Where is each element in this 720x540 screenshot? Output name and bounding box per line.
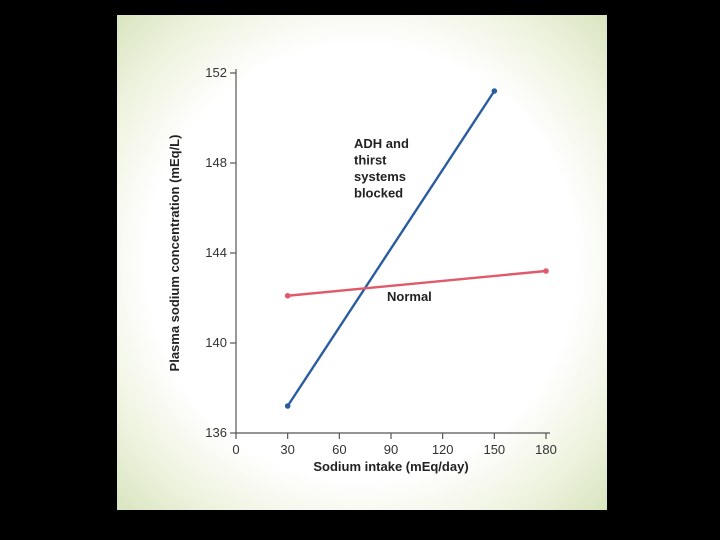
annotation-line: systems [354, 169, 406, 184]
series-line-0 [286, 90, 496, 407]
chart-frame: 136 140 144 148 152 0 30 60 90 120 150 180 Sodium in… [117, 15, 607, 510]
x-tick-label: 0 [232, 442, 239, 457]
x-tick-label: 180 [535, 442, 557, 457]
data-point-0-0 [284, 403, 291, 409]
series-line-1 [287, 269, 547, 297]
annotation-line: Normal [387, 289, 432, 304]
series-group [284, 88, 549, 409]
data-point-1-1 [543, 268, 549, 274]
y-axis-title: Plasma sodium concentration (mEq/L) [167, 135, 182, 372]
y-tick-label: 140 [205, 335, 227, 350]
y-tick-label: 148 [205, 155, 227, 170]
x-axis-title: Sodium intake (mEq/day) [313, 459, 468, 474]
x-tick-label: 90 [384, 442, 398, 457]
annotation-line: thirst [354, 153, 387, 168]
y-tick-label: 136 [205, 425, 227, 440]
x-tick-label: 150 [483, 442, 505, 457]
y-tick-label: 144 [205, 245, 227, 260]
x-tick-label: 60 [332, 442, 346, 457]
axes: 136 140 144 148 152 0 30 60 90 120 150 180 Sodium in… [167, 65, 557, 474]
data-point-0-1 [491, 88, 498, 94]
y-tick-label: 152 [205, 65, 227, 80]
x-tick-label: 120 [432, 442, 454, 457]
annotation-line: blocked [354, 186, 403, 201]
annotation-line: ADH and [354, 136, 409, 151]
data-point-1-0 [284, 292, 291, 299]
chart: 136 140 144 148 152 0 30 60 90 120 150 180 Sodium in… [167, 65, 557, 474]
x-tick-label: 30 [280, 442, 294, 457]
